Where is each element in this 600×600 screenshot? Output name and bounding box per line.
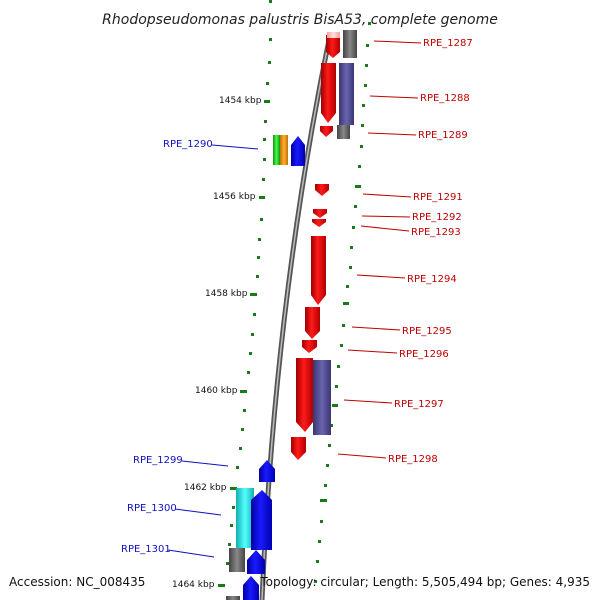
gene-arrow[interactable] — [312, 219, 326, 227]
gene-label[interactable]: RPE_1291 — [413, 192, 463, 203]
gene-label[interactable]: RPE_1290 — [163, 139, 213, 150]
gene-label[interactable]: RPE_1297 — [394, 399, 444, 410]
gene-arrow[interactable] — [315, 184, 329, 196]
genome-summary-text: Topology: circular; Length: 5,505,494 bp… — [259, 575, 590, 589]
kbp-tick-mark — [230, 487, 237, 490]
gene-label[interactable]: RPE_1288 — [420, 93, 470, 104]
forward-features — [226, 135, 305, 600]
accession-text: Accession: NC_008435 — [9, 575, 145, 589]
feature-block[interactable] — [273, 135, 280, 165]
outer-tick-track — [314, 22, 371, 583]
kbp-tick-mark — [240, 390, 247, 393]
inner-tick-track — [218, 0, 272, 587]
gene-arrow[interactable] — [313, 209, 327, 218]
reverse-gene-labels — [337, 40, 422, 459]
feature-block[interactable] — [236, 488, 254, 548]
gene-label[interactable]: RPE_1300 — [127, 503, 177, 514]
gene-arrow[interactable] — [291, 136, 305, 166]
feature-block[interactable] — [337, 125, 350, 139]
forward-gene-labels — [167, 144, 259, 558]
gene-arrow[interactable] — [259, 460, 275, 482]
gene-label[interactable]: RPE_1294 — [407, 274, 457, 285]
gene-arrow[interactable] — [251, 490, 272, 550]
feature-block[interactable] — [339, 63, 354, 125]
gene-label[interactable]: RPE_1293 — [411, 227, 461, 238]
reverse-features — [291, 30, 357, 460]
kbp-label: 1456 kbp — [213, 192, 256, 202]
kbp-tick-mark — [250, 293, 257, 296]
gene-arrow[interactable] — [321, 63, 336, 123]
kbp-label: 1454 kbp — [219, 96, 262, 106]
gene-arrow[interactable] — [326, 35, 340, 58]
forward-gene-label-texts: RPE_1290 RPE_1299 RPE_1300 RPE_1301 — [121, 139, 213, 555]
kbp-tick-mark — [218, 584, 225, 587]
kbp-label: 1458 kbp — [205, 289, 248, 299]
gene-label[interactable]: RPE_1295 — [402, 326, 452, 337]
feature-block[interactable] — [280, 135, 288, 165]
kbp-tick-mark — [264, 100, 270, 103]
gene-label[interactable]: RPE_1292 — [412, 212, 462, 223]
gene-arrow[interactable] — [296, 358, 313, 432]
gene-label[interactable]: RPE_1289 — [418, 130, 468, 141]
kbp-tick-mark — [259, 196, 265, 199]
feature-block[interactable] — [229, 548, 245, 572]
gene-label[interactable]: RPE_1287 — [423, 38, 473, 49]
kbp-label: 1464 kbp — [172, 580, 215, 590]
gene-arrow[interactable] — [305, 307, 320, 339]
gene-label[interactable]: RPE_1301 — [121, 544, 171, 555]
reverse-gene-label-texts: RPE_1287 RPE_1288 RPE_1289 RPE_1291 RPE_… — [388, 38, 473, 465]
gene-arrow[interactable] — [327, 32, 340, 38]
gene-arrow[interactable] — [311, 236, 326, 305]
feature-block[interactable] — [313, 360, 331, 435]
gene-arrow[interactable] — [320, 126, 333, 137]
feature-block[interactable] — [343, 30, 357, 58]
gene-arrow[interactable] — [291, 437, 306, 460]
feature-block[interactable] — [226, 596, 240, 600]
kbp-label: 1462 kbp — [184, 483, 227, 493]
gene-arrow[interactable] — [243, 576, 259, 600]
gene-arrow[interactable] — [302, 340, 317, 353]
map-title: Rhodopseudomonas palustris BisA53, compl… — [102, 12, 498, 28]
gene-label[interactable]: RPE_1298 — [388, 454, 438, 465]
gene-label[interactable]: RPE_1296 — [399, 349, 449, 360]
gene-arrow[interactable] — [247, 550, 265, 574]
gene-label[interactable]: RPE_1299 — [133, 455, 183, 466]
kbp-label: 1460 kbp — [195, 386, 238, 396]
